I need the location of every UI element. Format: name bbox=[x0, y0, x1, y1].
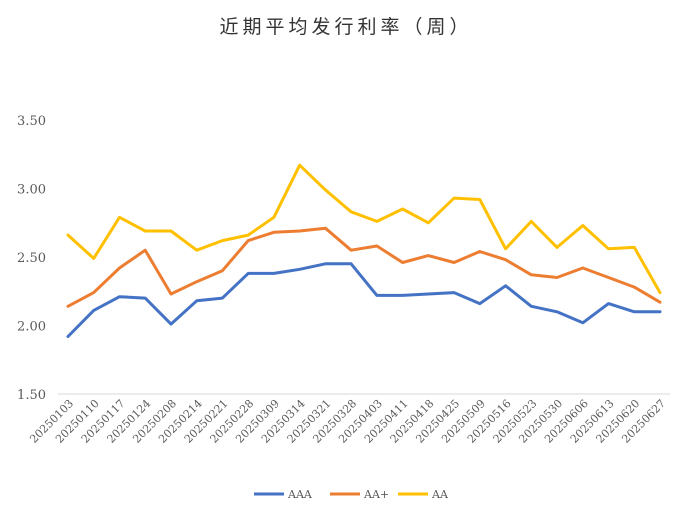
y-tick-label: 1.50 bbox=[17, 388, 46, 403]
legend-label: AAA bbox=[287, 488, 313, 501]
series-line-aa bbox=[66, 163, 662, 295]
legend-label: AA+ bbox=[363, 488, 389, 501]
y-tick-label: 2.50 bbox=[17, 251, 46, 266]
chart-title: 近期平均发行利率（周） bbox=[219, 16, 473, 38]
y-tick-label: 3.00 bbox=[17, 183, 46, 198]
series-line-aa-plus bbox=[66, 226, 662, 308]
y-tick-label: 3.50 bbox=[17, 114, 46, 129]
series-line-aaa bbox=[66, 262, 662, 338]
legend-label: AA bbox=[431, 488, 449, 501]
y-tick-label: 2.00 bbox=[17, 320, 46, 335]
